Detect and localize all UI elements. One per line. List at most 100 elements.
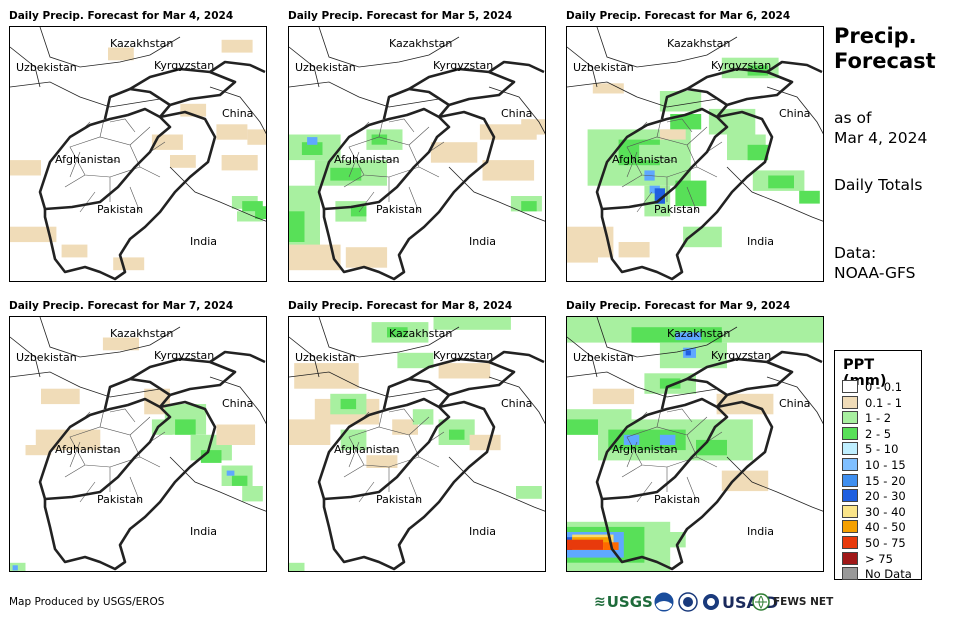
legend-item: 10 - 15 xyxy=(842,458,906,472)
label-kyrgyzstan: Kyrgyzstan xyxy=(711,349,772,362)
label-india: India xyxy=(190,235,217,248)
forecast-title: Precip. Forecast xyxy=(834,24,936,73)
label-pakistan: Pakistan xyxy=(654,493,701,506)
precip-patch xyxy=(675,180,707,207)
label-kazakhstan: Kazakhstan xyxy=(110,327,174,340)
legend-label: 2 - 5 xyxy=(865,426,892,441)
precip-patch xyxy=(438,363,491,379)
noaa-emblem-icon xyxy=(654,592,674,612)
legend-label: > 75 xyxy=(865,551,893,566)
label-india: India xyxy=(747,525,774,538)
panel-title: Daily Precip. Forecast for Mar 6, 2024 xyxy=(566,10,791,22)
precip-patch xyxy=(10,160,41,176)
precip-patch xyxy=(747,144,769,161)
precip-patch xyxy=(289,211,305,242)
precip-patch xyxy=(289,419,331,445)
legend-swatch xyxy=(842,567,858,581)
doc-seal-logo xyxy=(678,590,698,614)
label-kyrgyzstan: Kyrgyzstan xyxy=(154,349,215,362)
precip-patch xyxy=(683,226,722,248)
legend-label: 50 - 75 xyxy=(865,536,906,550)
precip-patch xyxy=(61,244,88,258)
label-kyrgyzstan: Kyrgyzstan xyxy=(154,59,215,72)
fews-net-logo: FEWS NET xyxy=(752,590,833,614)
legend-item: 2 - 5 xyxy=(842,426,892,441)
province-lines xyxy=(621,404,723,503)
map-canvas xyxy=(289,317,545,571)
label-pakistan: Pakistan xyxy=(97,203,144,216)
label-uzbekistan: Uzbekistan xyxy=(295,351,356,364)
legend-label: 5 - 10 xyxy=(865,442,899,457)
precip-patch xyxy=(294,363,359,389)
label-uzbekistan: Uzbekistan xyxy=(573,351,634,364)
precip-patch xyxy=(330,167,362,181)
precip-layer xyxy=(567,317,823,571)
label-pakistan: Pakistan xyxy=(376,493,423,506)
label-kazakhstan: Kazakhstan xyxy=(389,37,453,50)
precip-patch xyxy=(221,39,253,53)
precip-patch xyxy=(216,124,248,140)
precip-patch xyxy=(226,470,235,476)
precip-patch xyxy=(35,429,101,451)
precip-patch xyxy=(618,242,650,258)
precip-patch xyxy=(675,332,702,341)
province-lines xyxy=(64,404,166,503)
precip-patch xyxy=(592,388,635,405)
legend-label: 20 - 30 xyxy=(865,489,906,504)
precip-patch xyxy=(768,175,794,189)
province-lines xyxy=(343,404,445,503)
precip-patch xyxy=(289,562,305,571)
precip-patch xyxy=(307,137,318,145)
country-borders-thick xyxy=(317,60,545,281)
legend-swatch xyxy=(842,536,858,549)
precip-patch xyxy=(654,188,665,204)
precip-patch xyxy=(567,539,604,550)
province-lines xyxy=(621,114,723,213)
legend-item: 40 - 50 xyxy=(842,520,906,534)
precip-patch xyxy=(567,247,598,263)
precip-patch xyxy=(242,486,263,502)
precip-map: Kazakhstan Uzbekistan Kyrgyzstan China A… xyxy=(566,26,824,282)
label-kazakhstan: Kazakhstan xyxy=(389,327,453,340)
precip-patch xyxy=(242,201,263,212)
panel-title: Daily Precip. Forecast for Mar 4, 2024 xyxy=(9,10,234,22)
precip-patch xyxy=(387,327,408,338)
precip-layer xyxy=(289,317,542,571)
precip-map: Kazakhstan Uzbekistan Kyrgyzstan China A… xyxy=(288,316,546,572)
precip-map: Kazakhstan Uzbekistan Kyrgyzstan China A… xyxy=(566,316,824,572)
country-borders-thick xyxy=(595,60,823,281)
label-india: India xyxy=(190,525,217,538)
legend-item: 30 - 40 xyxy=(842,504,906,519)
legend-swatch xyxy=(842,520,858,534)
map-canvas xyxy=(10,27,266,281)
label-afghanistan: Afghanistan xyxy=(55,153,121,166)
legend-item: 1 - 2 xyxy=(842,411,891,425)
precip-patch xyxy=(567,419,598,435)
precip-patch xyxy=(340,398,357,410)
precip-patch xyxy=(469,434,501,451)
precip-patch xyxy=(221,155,258,171)
label-kazakhstan: Kazakhstan xyxy=(667,37,731,50)
legend-item: 20 - 30 xyxy=(842,489,906,503)
label-kazakhstan: Kazakhstan xyxy=(667,327,731,340)
precip-patch xyxy=(799,190,820,204)
precip-patch xyxy=(366,455,398,468)
precip-patch xyxy=(247,129,266,145)
label-uzbekistan: Uzbekistan xyxy=(16,351,77,364)
precip-patch xyxy=(623,434,640,445)
precip-patch xyxy=(721,470,769,492)
legend-swatch xyxy=(842,473,858,487)
precip-patch xyxy=(482,160,535,181)
country-borders-thick xyxy=(595,350,823,571)
label-afghanistan: Afghanistan xyxy=(334,443,400,456)
map-canvas xyxy=(10,317,266,571)
label-kyrgyzstan: Kyrgyzstan xyxy=(433,59,494,72)
label-china: China xyxy=(222,107,254,120)
legend-label: 40 - 50 xyxy=(865,520,906,535)
precip-patch xyxy=(449,429,465,440)
label-pakistan: Pakistan xyxy=(376,203,423,216)
precip-patch xyxy=(371,134,388,145)
label-china: China xyxy=(779,107,811,120)
precip-patch xyxy=(216,424,256,445)
